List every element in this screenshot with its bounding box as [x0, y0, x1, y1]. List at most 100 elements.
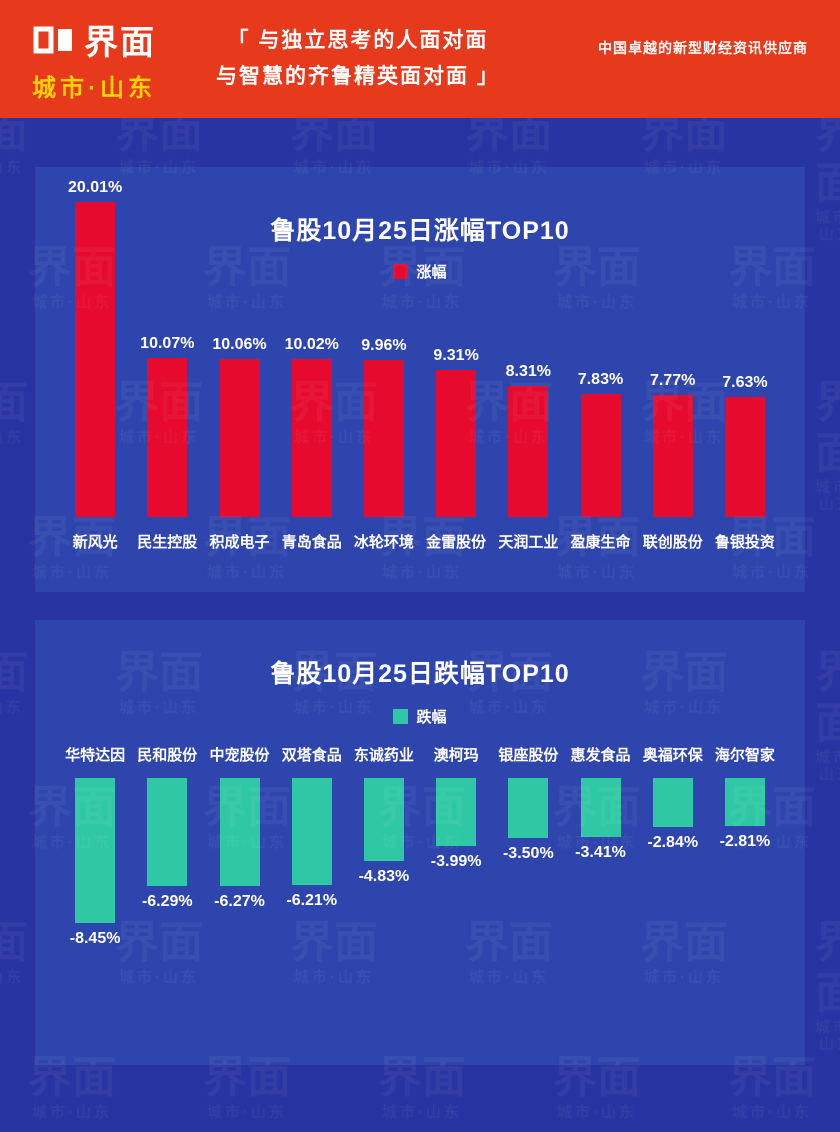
gainers-legend: 涨幅: [35, 261, 805, 282]
bar-value-label: -6.21%: [286, 892, 338, 909]
quote-line1: 「 与独立思考的人面对面: [227, 29, 489, 53]
brand-city-label: 城市·山东: [32, 75, 156, 102]
losers-chart-title: 鲁股10月25日跌幅TOP10: [270, 660, 570, 688]
bar-value-label: 10.07%: [140, 335, 195, 352]
bar-slot: -2.84%: [637, 778, 709, 852]
bar-slot: -2.81%: [709, 778, 781, 851]
bar-value-label: -8.45%: [69, 930, 121, 947]
category-label: 东诚药业: [353, 747, 414, 764]
bar: [580, 394, 621, 517]
category-label: 联创股份: [642, 534, 703, 551]
bar-value-label: 10.06%: [212, 336, 267, 353]
bar-value-label: 20.01%: [67, 179, 123, 196]
gainers-bars-plot: 20.01% 10.07% 10.06% 10.02% 9.96% 9.31% 8.31% 7…: [59, 172, 781, 517]
bar: [580, 778, 621, 837]
gainers-legend-swatch: [393, 264, 409, 279]
bar-slot: 7.63%: [709, 374, 781, 517]
bar: [508, 778, 549, 838]
gainers-chart-panel: 鲁股10月25日涨幅TOP10 涨幅 20.01% 10.07% 10.06% 10.…: [35, 167, 805, 592]
bar-slot: 10.06%: [203, 336, 275, 517]
category-label: 天润工业: [498, 534, 559, 551]
category-label: 海尔智家: [714, 747, 775, 764]
losers-legend-swatch: [393, 709, 409, 724]
bar-slot: 7.83%: [564, 371, 636, 517]
bar: [724, 778, 765, 826]
bar-value-label: 7.63%: [722, 374, 768, 391]
bar-slot: 8.31%: [492, 363, 564, 517]
category-label: 双塔食品: [281, 747, 342, 764]
category-label: 鲁银投资: [714, 534, 775, 551]
bar-slot: -3.50%: [492, 778, 564, 863]
gainers-category-row: 新风光 民生控股 积成电子 青岛食品 冰轮环境 金雷股份 天润工业 盈康生命 联创股份 鲁银投资: [59, 531, 781, 552]
bar-value-label: -6.27%: [214, 893, 265, 910]
category-label: 中宠股份: [209, 747, 270, 764]
bar: [75, 202, 116, 517]
bar-slot: 9.31%: [420, 347, 492, 517]
category-label: 澳柯玛: [433, 747, 479, 764]
bar-value-label: -3.41%: [575, 844, 626, 861]
brand-name: 界面: [84, 24, 156, 62]
losers-chart-panel: 鲁股10月25日跌幅TOP10 跌幅 华特达因 民和股份 中宠股份 双塔食品 东诚药业 澳…: [35, 620, 805, 1065]
bar: [291, 359, 332, 517]
bar: [436, 370, 477, 517]
bar-value-label: -4.83%: [358, 868, 410, 885]
bar: [363, 778, 404, 861]
quote-line2: 与智慧的齐鲁精英面对面 」: [216, 65, 500, 88]
bar: [75, 778, 116, 923]
bar: [436, 778, 477, 846]
bar-slot: -3.41%: [564, 778, 636, 862]
bar-slot: 9.96%: [348, 337, 420, 517]
bar: [652, 395, 693, 517]
category-label: 盈康生命: [570, 534, 631, 551]
bar-slot: 10.02%: [276, 336, 348, 517]
bar-value-label: -2.81%: [719, 833, 771, 850]
category-label: 民生控股: [137, 534, 198, 551]
bar: [724, 397, 765, 517]
bar: [147, 778, 188, 886]
bar-slot: -6.29%: [131, 778, 203, 911]
bar-value-label: 10.02%: [284, 336, 339, 353]
jiemian-logo-icon: [33, 26, 72, 53]
bar-value-label: 7.83%: [577, 371, 624, 388]
bar: [652, 778, 693, 827]
bar-value-label: 8.31%: [505, 363, 551, 380]
bar-value-label: 9.31%: [433, 347, 479, 364]
bar: [508, 386, 549, 517]
bar: [219, 359, 260, 517]
bar-value-label: -3.50%: [502, 845, 554, 862]
losers-legend: 跌幅: [35, 706, 805, 727]
bar: [219, 778, 260, 886]
category-label: 惠发食品: [570, 747, 631, 764]
bar-slot: -4.83%: [348, 778, 420, 886]
gainers-chart-title: 鲁股10月25日涨幅TOP10: [270, 217, 570, 245]
bar-value-label: 7.77%: [650, 372, 696, 389]
losers-category-row: 华特达因 民和股份 中宠股份 双塔食品 东诚药业 澳柯玛 银座股份 惠发食品 奥福环保 海尔智家: [59, 744, 781, 765]
bar-slot: 7.77%: [637, 372, 709, 517]
brand-logo: 界面 城市·山东: [32, 15, 182, 103]
category-label: 金雷股份: [426, 534, 487, 551]
bar-value-label: -2.84%: [647, 834, 699, 851]
bar: [363, 360, 404, 517]
bar-slot: -8.45%: [59, 778, 131, 948]
bar-slot: 10.07%: [131, 335, 203, 517]
gainers-legend-label: 涨幅: [416, 264, 447, 281]
category-label: 奥福环保: [642, 747, 703, 764]
bar: [291, 778, 332, 885]
category-label: 民和股份: [137, 747, 198, 764]
category-label: 华特达因: [65, 747, 126, 764]
bar-slot: 20.01%: [59, 179, 131, 517]
category-label: 银座股份: [498, 747, 559, 764]
category-label: 青岛食品: [281, 534, 342, 551]
bar-slot: -3.99%: [420, 778, 492, 871]
category-label: 积成电子: [209, 534, 270, 551]
bar-value-label: -3.99%: [430, 853, 482, 870]
bar-value-label: 9.96%: [361, 337, 407, 354]
